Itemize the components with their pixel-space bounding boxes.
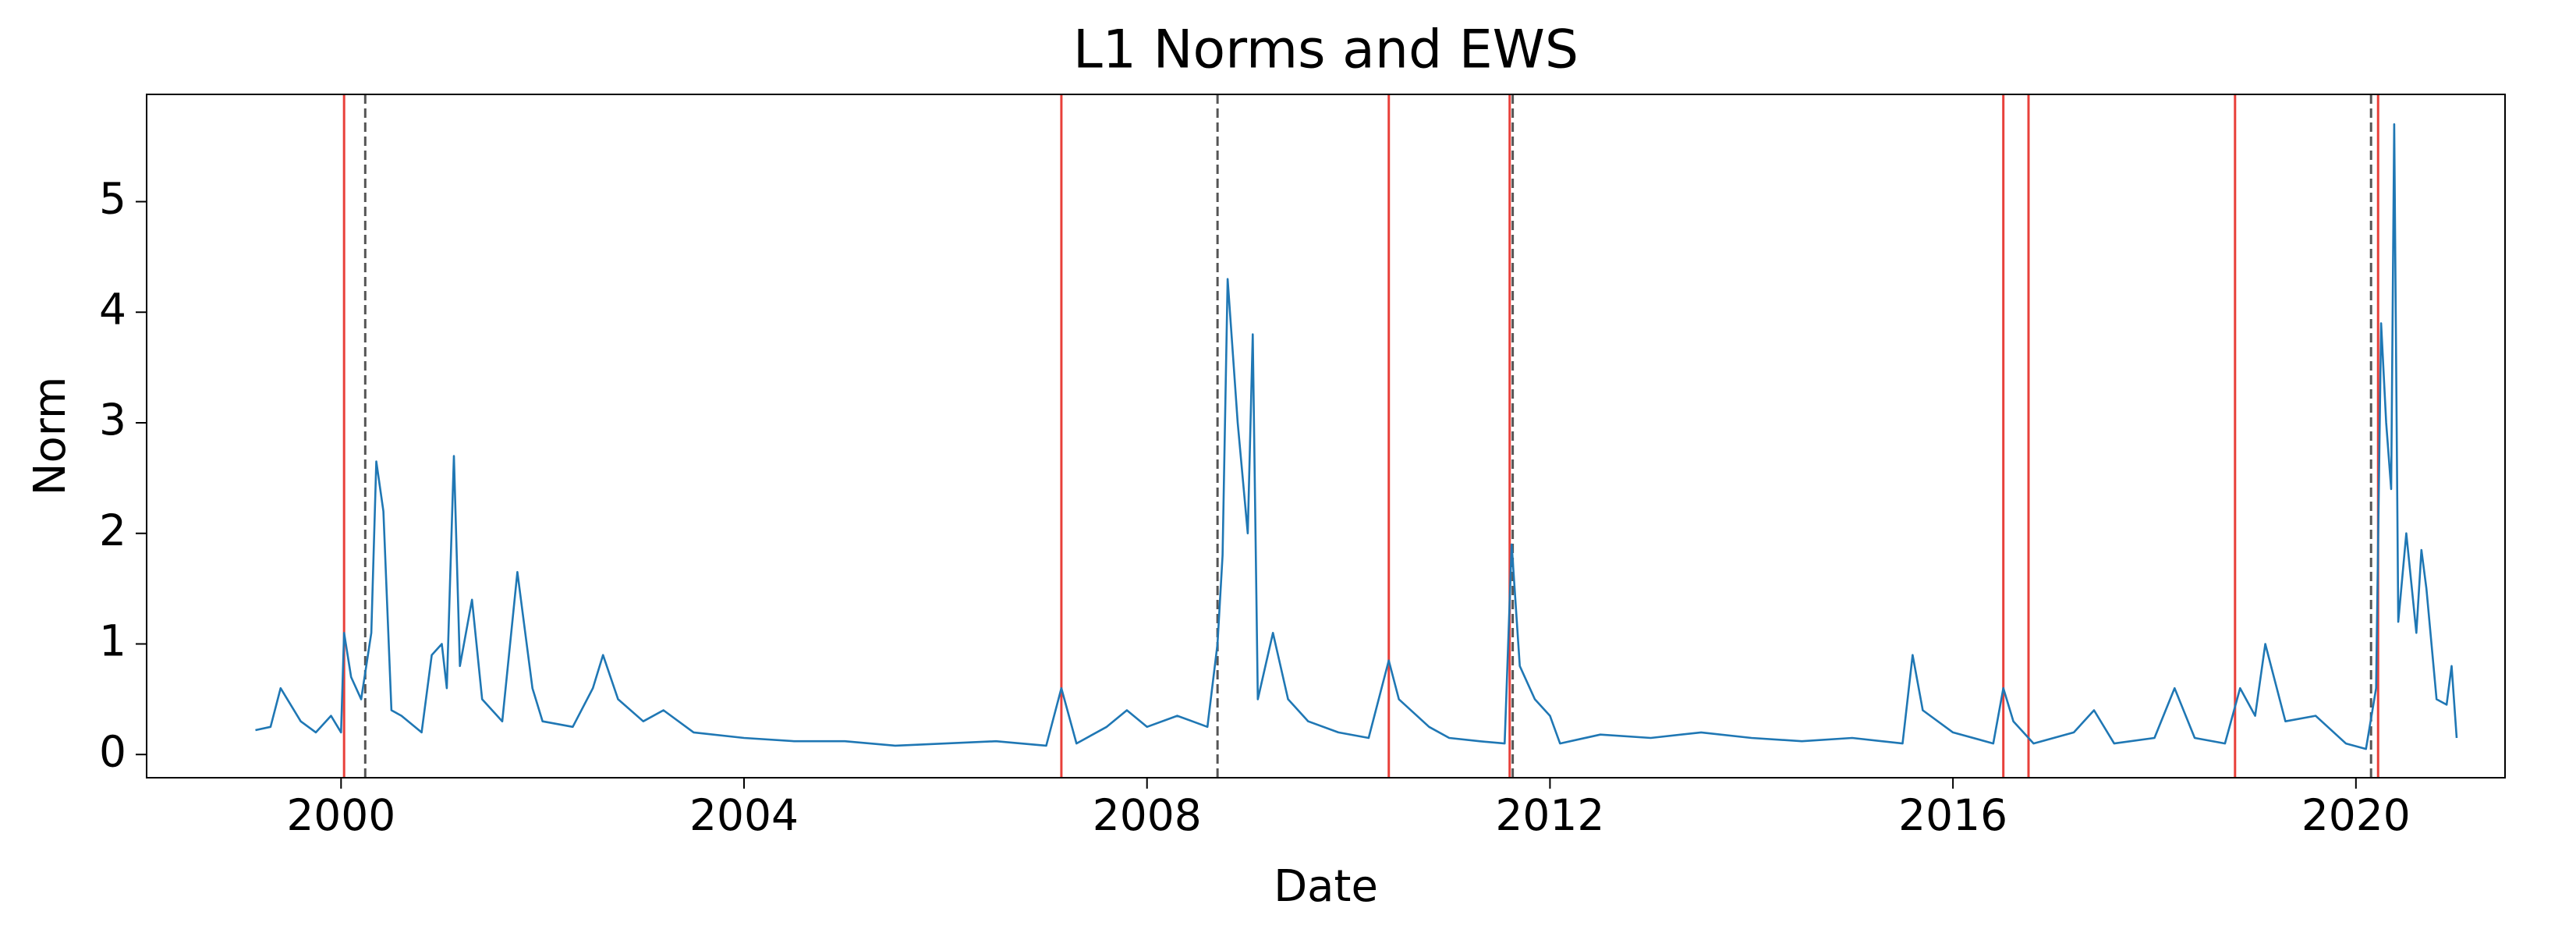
- chart-title: L1 Norms and EWS: [1073, 20, 1579, 81]
- y-tick-label: 1: [99, 616, 126, 666]
- y-tick-label: 5: [99, 174, 126, 224]
- data-line: [255, 123, 2458, 750]
- x-tick-label: 2020: [2301, 790, 2411, 840]
- x-tick-label: 2008: [1093, 790, 1202, 840]
- x-tick-label: 2004: [689, 790, 799, 840]
- y-tick-label: 0: [99, 726, 126, 776]
- y-tick-label: 3: [99, 395, 126, 445]
- y-axis-label: Norm: [25, 377, 76, 496]
- x-axis-label: Date: [1274, 861, 1378, 912]
- y-tick-label: 2: [99, 505, 126, 555]
- x-tick-label: 2016: [1898, 790, 2007, 840]
- plot-frame: [146, 94, 2506, 779]
- x-tick-label: 2012: [1495, 790, 1604, 840]
- y-tick-label: 4: [99, 284, 126, 334]
- x-tick-label: 2000: [286, 790, 395, 840]
